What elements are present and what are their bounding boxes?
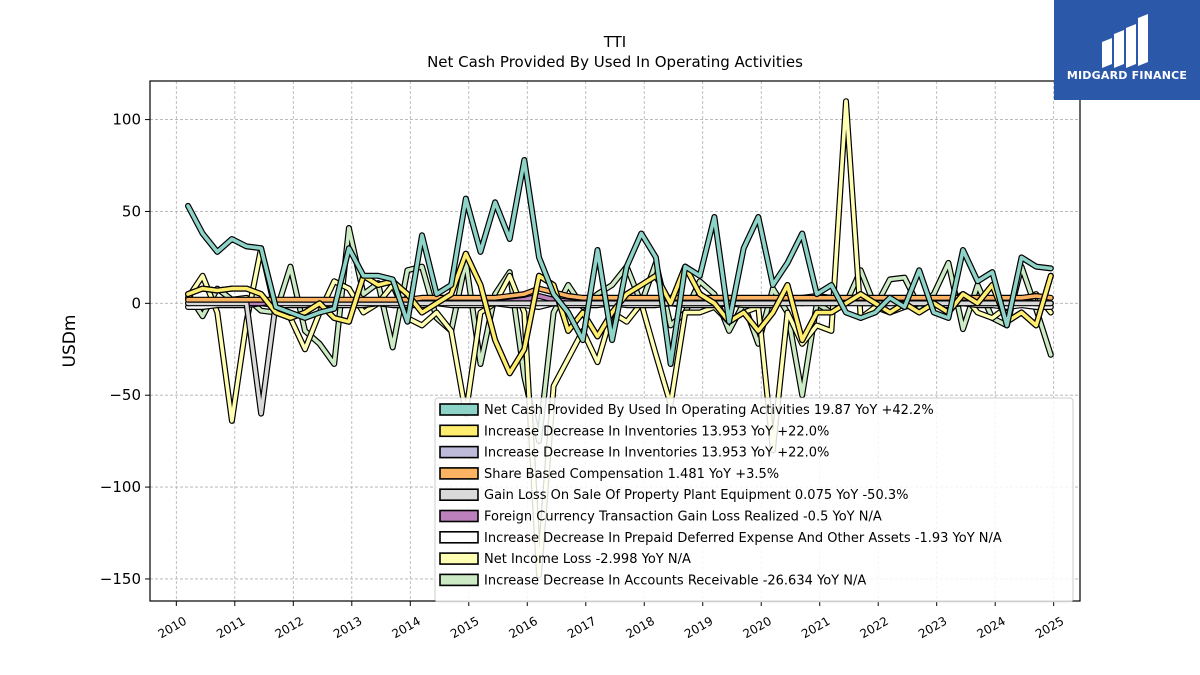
y-tick-label: 0: [131, 294, 141, 312]
legend-item[interactable]: Increase Decrease In Accounts Receivable…: [439, 573, 866, 588]
legend-label: Increase Decrease In Prepaid Deferred Ex…: [484, 531, 1002, 546]
legend[interactable]: Net Cash Provided By Used In Operating A…: [434, 397, 1074, 603]
legend-swatch: [439, 467, 479, 480]
legend-label: Net Income Loss -2.998 YoY N/A: [484, 552, 691, 567]
y-axis-label: USDm: [60, 315, 80, 368]
legend-item[interactable]: Increase Decrease In Inventories 13.953 …: [439, 424, 829, 439]
legend-box: [434, 397, 1074, 603]
y-tick-label: −100: [100, 478, 141, 496]
chart-title: TTI: [603, 33, 627, 51]
legend-item[interactable]: Net Income Loss -2.998 YoY N/A: [439, 552, 691, 567]
legend-item[interactable]: Share Based Compensation 1.481 YoY +3.5%: [439, 467, 779, 482]
legend-item[interactable]: Net Cash Provided By Used In Operating A…: [439, 403, 934, 418]
y-tick-label: 50: [122, 202, 141, 220]
x-tick-label: 2014: [390, 614, 423, 641]
legend-label: Foreign Currency Transaction Gain Loss R…: [484, 510, 882, 525]
x-tick-label: 2023: [916, 614, 949, 641]
legend-swatch: [439, 573, 479, 587]
x-tick-label: 2021: [799, 614, 832, 641]
legend-label: Increase Decrease In Inventories 13.953 …: [484, 424, 829, 439]
brand-logo: MIDGARD FINANCE: [1054, 0, 1200, 100]
y-tick-label: 100: [112, 111, 141, 129]
x-tick-label: 2019: [682, 614, 715, 641]
x-tick-label: 2011: [214, 614, 247, 641]
x-tick-label: 2012: [273, 614, 306, 641]
legend-label: Increase Decrease In Inventories 13.953 …: [484, 446, 829, 461]
x-tick-label: 2024: [974, 614, 1007, 641]
chart-subtitle: Net Cash Provided By Used In Operating A…: [427, 53, 803, 71]
legend-item[interactable]: Gain Loss On Sale Of Property Plant Equi…: [439, 488, 908, 503]
legend-swatch: [439, 424, 479, 438]
legend-item[interactable]: Foreign Currency Transaction Gain Loss R…: [439, 509, 882, 525]
series-lines: [185, 98, 1054, 579]
x-tick-label: 2010: [156, 614, 189, 641]
legend-swatch: [439, 509, 479, 523]
x-tick-label: 2022: [857, 614, 890, 641]
y-tick-label: −150: [100, 570, 141, 588]
legend-label: Increase Decrease In Accounts Receivable…: [484, 573, 866, 588]
series-line: [185, 157, 1054, 367]
legend-swatch: [439, 552, 479, 565]
legend-item[interactable]: Increase Decrease In Prepaid Deferred Ex…: [439, 530, 1002, 546]
legend-label: Gain Loss On Sale Of Property Plant Equi…: [484, 488, 908, 503]
y-tick-label: −50: [109, 386, 141, 404]
brand-name: MIDGARD FINANCE: [1066, 69, 1188, 82]
series-stroke: [186, 226, 1053, 443]
legend-swatch: [439, 445, 479, 459]
x-tick-label: 2018: [624, 614, 657, 641]
legend-swatch: [439, 403, 479, 416]
legend-swatch: [439, 488, 479, 502]
x-tick-label: 2017: [565, 614, 598, 641]
x-tick-label: 2015: [448, 614, 481, 641]
x-tick-label: 2025: [1033, 614, 1066, 641]
series-stroke: [186, 158, 1053, 366]
midgard-logo-icon: [1102, 13, 1148, 69]
legend-label: Share Based Compensation 1.481 YoY +3.5%: [484, 467, 779, 482]
legend-swatch: [439, 530, 479, 544]
series-outline: [185, 157, 1054, 367]
x-tick-label: 2020: [740, 614, 773, 641]
legend-item[interactable]: Increase Decrease In Inventories 13.953 …: [439, 445, 829, 461]
series-line: [185, 225, 1054, 445]
x-tick-label: 2013: [331, 614, 364, 641]
legend-label: Net Cash Provided By Used In Operating A…: [484, 403, 934, 418]
x-tick-label: 2016: [507, 614, 540, 641]
